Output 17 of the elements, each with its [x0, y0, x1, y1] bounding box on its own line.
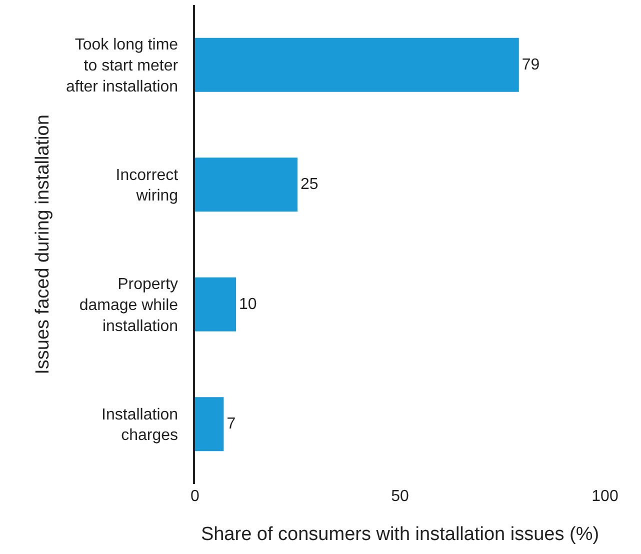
- data-label: 25: [300, 176, 318, 194]
- y-tick-label: Took long time to start meter after installation: [66, 36, 179, 96]
- data-label: 10: [239, 296, 257, 313]
- bar: [195, 158, 298, 212]
- y-tick-label: Installation charges: [102, 406, 178, 444]
- y-tick-label: Property damage while installation: [79, 276, 178, 335]
- bar: [195, 38, 519, 92]
- bar: [195, 277, 236, 332]
- bar: [195, 397, 224, 452]
- x-axis-title: Share of consumers with installation issues (%): [200, 524, 600, 545]
- y-tick-label: Incorrect wiring: [116, 166, 179, 205]
- x-tick-label: 0: [190, 488, 200, 505]
- x-tick-label: 100: [592, 488, 618, 505]
- x-tick-label: 50: [391, 488, 409, 505]
- y-axis-title: Issues faced during installation: [32, 114, 54, 374]
- data-label: 79: [522, 56, 540, 74]
- data-label: 7: [226, 416, 236, 433]
